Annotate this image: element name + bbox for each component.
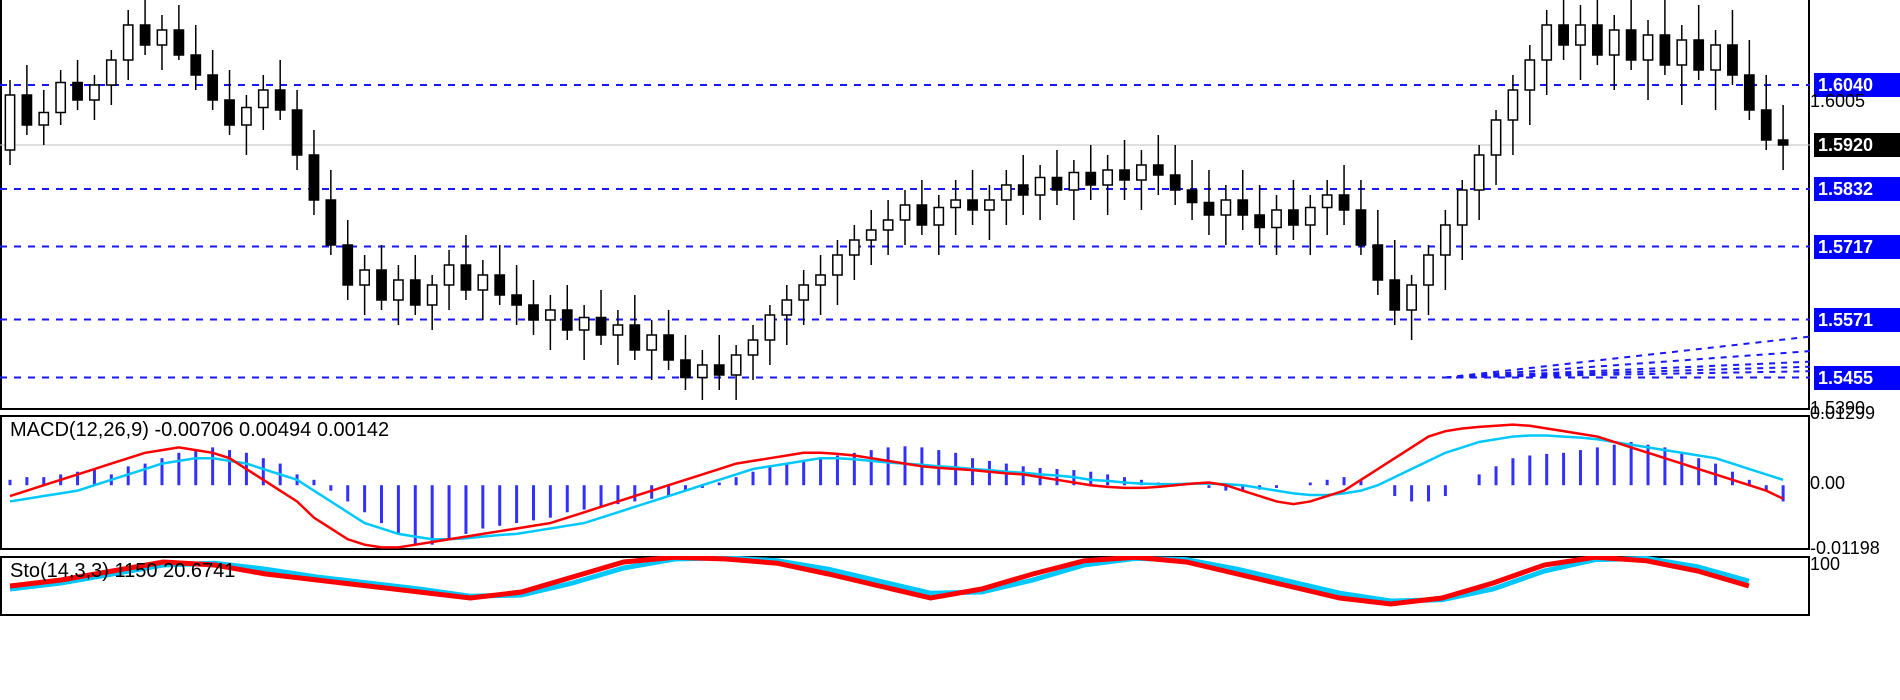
price-level-label: 1.5571 <box>1814 308 1900 332</box>
current-price-label: 1.5920 <box>1814 133 1900 157</box>
stochastic-svg <box>0 556 1810 616</box>
sto-tick: 100 <box>1810 554 1900 575</box>
price-tick: 1.6005 <box>1810 91 1900 112</box>
price-level-label: 1.5832 <box>1814 177 1900 201</box>
stochastic-label: Sto(14,3,3) 1150 20.6741 <box>10 560 235 583</box>
macd-tick: 0.00 <box>1810 473 1900 494</box>
macd-tick: 0.01299 <box>1810 403 1900 424</box>
price-chart-svg <box>0 0 1810 410</box>
price-level-label: 1.5455 <box>1814 366 1900 390</box>
price-level-label: 1.5717 <box>1814 235 1900 259</box>
chart-container: MACD(12,26,9) -0.00706 0.00494 0.00142 S… <box>0 0 1900 700</box>
macd-label: MACD(12,26,9) -0.00706 0.00494 0.00142 <box>10 419 389 442</box>
